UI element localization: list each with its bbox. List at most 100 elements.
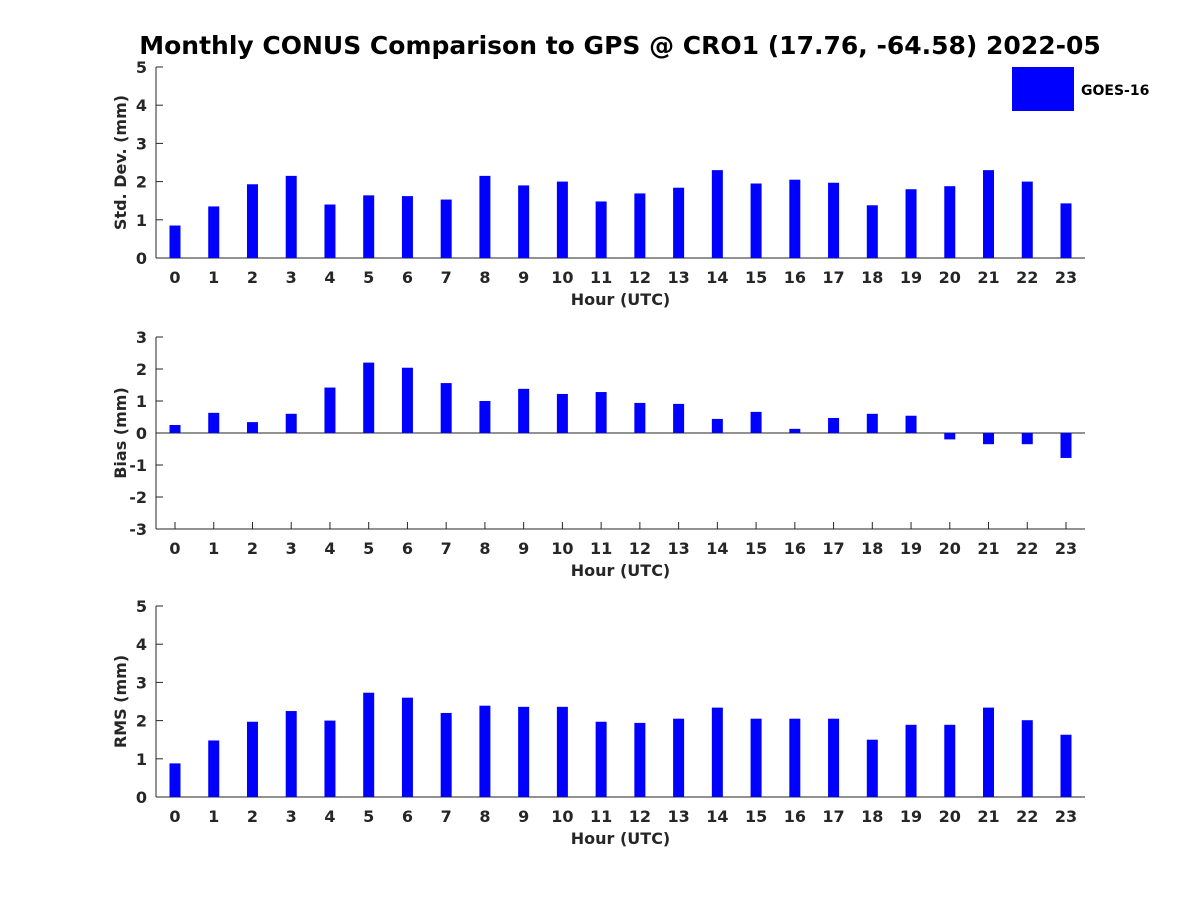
- x-tick-label: 0: [169, 539, 180, 558]
- y-tick-label: 0: [136, 249, 147, 268]
- y-tick-label: 3: [136, 328, 147, 347]
- legend-swatch: [1012, 67, 1074, 111]
- bar-hour-8: [479, 175, 491, 258]
- bar-hour-20: [944, 433, 956, 440]
- bar-hour-13: [673, 718, 685, 797]
- bar-hour-16: [789, 428, 801, 433]
- bar-hour-19: [905, 415, 917, 433]
- y-tick-label: 1: [136, 211, 147, 230]
- bar-hour-4: [324, 204, 336, 258]
- y-tick-label: 4: [136, 635, 147, 654]
- bar-hour-9: [518, 388, 530, 433]
- bar-hour-10: [556, 393, 568, 433]
- bar-hour-22: [1021, 720, 1033, 797]
- bar-hour-21: [983, 707, 995, 797]
- x-tick-label: 1: [208, 268, 219, 287]
- bar-hour-3: [285, 711, 297, 797]
- bar-hour-16: [789, 179, 801, 258]
- x-tick-label: 2: [247, 268, 258, 287]
- legend-label: GOES-16: [1081, 83, 1149, 99]
- bar-hour-15: [750, 718, 762, 797]
- x-tick-label: 8: [479, 539, 490, 558]
- x-tick-label: 16: [784, 539, 806, 558]
- bar-hour-17: [828, 182, 840, 258]
- x-tick-label: 23: [1055, 539, 1077, 558]
- x-tick-label: 1: [208, 539, 219, 558]
- x-tick-label: 22: [1016, 539, 1038, 558]
- bar-hour-21: [983, 170, 995, 258]
- x-tick-label: 6: [402, 807, 413, 826]
- x-tick-label: 7: [441, 807, 452, 826]
- bar-hour-18: [866, 205, 878, 258]
- bar-hour-10: [556, 181, 568, 258]
- bar-hour-1: [208, 206, 220, 258]
- x-tick-label: 8: [479, 807, 490, 826]
- bar-hour-21: [983, 433, 995, 445]
- bar-hour-17: [828, 718, 840, 797]
- x-tick-label: 20: [939, 268, 961, 287]
- x-tick-label: 9: [518, 539, 529, 558]
- bar-hour-12: [634, 722, 646, 797]
- bar-hour-23: [1060, 734, 1072, 797]
- bar-hour-10: [556, 706, 568, 797]
- bar-hour-6: [401, 367, 413, 433]
- bar-hour-18: [866, 413, 878, 433]
- y-axis-label: Std. Dev. (mm): [111, 95, 130, 230]
- bar-hour-20: [944, 724, 956, 797]
- bar-hour-6: [401, 697, 413, 797]
- x-tick-label: 20: [939, 807, 961, 826]
- bar-hour-5: [363, 362, 375, 433]
- x-tick-label: 21: [977, 807, 999, 826]
- x-tick-label: 8: [479, 268, 490, 287]
- x-tick-label: 14: [706, 807, 728, 826]
- bar-hour-15: [750, 411, 762, 433]
- y-tick-label: 2: [136, 712, 147, 731]
- x-tick-label: 18: [861, 268, 883, 287]
- legend: GOES-16: [1012, 67, 1149, 111]
- x-tick-label: 14: [706, 268, 728, 287]
- y-axis-label: RMS (mm): [111, 655, 130, 748]
- x-tick-label: 13: [667, 539, 689, 558]
- bar-hour-19: [905, 189, 917, 258]
- x-tick-label: 22: [1016, 268, 1038, 287]
- bar-hour-5: [363, 692, 375, 797]
- bar-hour-12: [634, 402, 646, 433]
- x-tick-label: 17: [822, 807, 844, 826]
- y-tick-label: 1: [136, 750, 147, 769]
- bar-hour-13: [673, 187, 685, 258]
- x-tick-label: 23: [1055, 807, 1077, 826]
- x-tick-label: 15: [745, 539, 767, 558]
- bar-hour-6: [401, 196, 413, 258]
- x-tick-label: 19: [900, 539, 922, 558]
- y-tick-label: 3: [136, 673, 147, 692]
- y-tick-label: 0: [136, 788, 147, 807]
- x-tick-label: 11: [590, 539, 612, 558]
- x-tick-label: 19: [900, 268, 922, 287]
- x-tick-label: 3: [286, 539, 297, 558]
- x-tick-label: 22: [1016, 807, 1038, 826]
- x-tick-label: 3: [286, 268, 297, 287]
- x-tick-label: 16: [784, 807, 806, 826]
- bar-hour-17: [828, 417, 840, 433]
- x-tick-label: 9: [518, 268, 529, 287]
- x-tick-label: 7: [441, 539, 452, 558]
- bar-hour-7: [440, 383, 452, 433]
- x-axis-label: Hour (UTC): [571, 829, 671, 848]
- y-tick-label: 5: [136, 58, 147, 77]
- x-tick-label: 18: [861, 539, 883, 558]
- bar-hour-20: [944, 186, 956, 258]
- y-tick-label: 4: [136, 96, 147, 115]
- x-axis-label: Hour (UTC): [571, 561, 671, 580]
- bar-hour-22: [1021, 181, 1033, 258]
- bar-hour-7: [440, 199, 452, 258]
- x-tick-label: 12: [629, 807, 651, 826]
- x-tick-label: 2: [247, 807, 258, 826]
- x-tick-label: 4: [324, 539, 335, 558]
- bar-hour-13: [673, 403, 685, 433]
- bar-hour-0: [169, 763, 181, 797]
- bar-hour-4: [324, 720, 336, 797]
